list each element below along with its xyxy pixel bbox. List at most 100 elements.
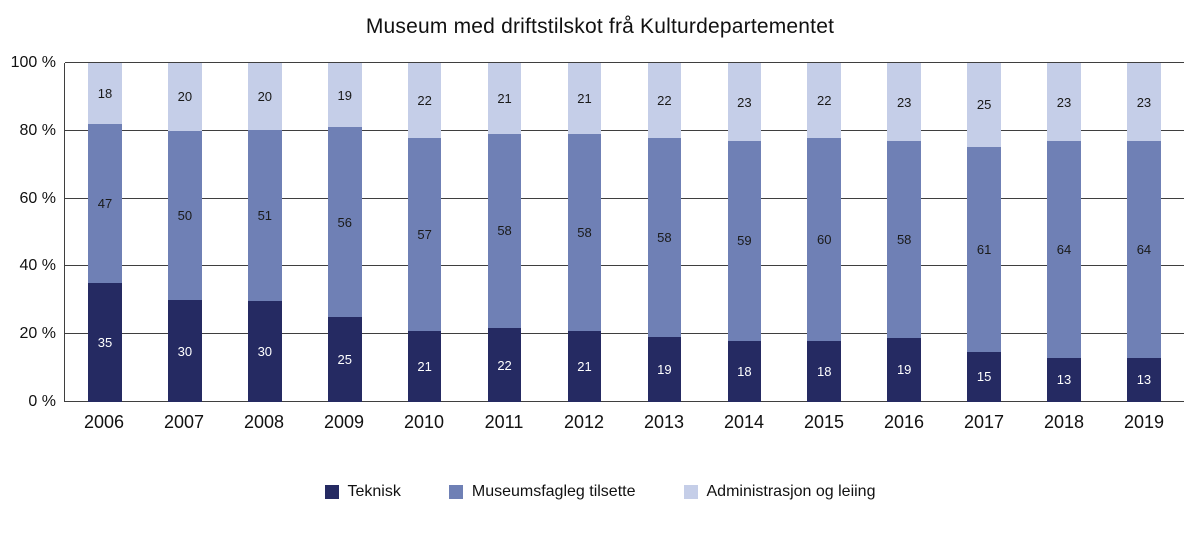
- y-tick-label: 80 %: [19, 121, 56, 139]
- x-axis: 2006 2007 2008 2009 2010 2011 2012 2013 2014 2015…: [64, 402, 1184, 433]
- legend-swatch: [448, 485, 463, 499]
- segment-value-label: 23: [1136, 94, 1152, 110]
- legend-item: Administrasjon og leiing: [683, 483, 875, 501]
- stacked-bar: 35 47 18: [88, 63, 122, 402]
- segment-administrasjon-og-leiing: 19: [327, 63, 362, 128]
- bars: 35 47 18 30 50 20 30 51 20 25 56 19 21 57 22 22 58 21 21 58…: [65, 63, 1184, 402]
- segment-value-label: 30: [257, 344, 273, 360]
- bar-column: 21 58 21: [545, 63, 625, 402]
- segment-teknisk: 35: [88, 283, 122, 402]
- segment-museumsfagleg-tilsette: 59: [727, 140, 762, 341]
- x-tick-label: 2012: [563, 412, 605, 432]
- segment-museumsfagleg-tilsette: 64: [1127, 140, 1161, 358]
- segment-teknisk: 19: [887, 337, 921, 402]
- x-tick-label: 2016: [883, 412, 925, 432]
- segment-administrasjon-og-leiing: 21: [487, 63, 522, 134]
- legend-label: Museumsfagleg tilsette: [471, 483, 636, 500]
- gridline: [65, 265, 1184, 267]
- y-tick-label: 60 %: [19, 189, 56, 207]
- segment-museumsfagleg-tilsette: 50: [168, 130, 202, 301]
- segment-value-label: 22: [417, 92, 432, 108]
- stacked-bar: 13 64 23: [1047, 63, 1081, 402]
- segment-value-label: 64: [1056, 241, 1072, 257]
- segment-administrasjon-og-leiing: 21: [567, 63, 602, 135]
- segment-value-label: 30: [177, 343, 193, 359]
- segment-value-label: 19: [337, 87, 352, 103]
- segment-administrasjon-og-leiing: 18: [88, 63, 122, 125]
- x-tick-label: 2009: [323, 412, 365, 432]
- segment-museumsfagleg-tilsette: 58: [887, 140, 921, 338]
- bar-column: 25 56 19: [305, 63, 385, 402]
- segment-administrasjon-og-leiing: 22: [807, 63, 842, 138]
- segment-administrasjon-og-leiing: 23: [1127, 63, 1161, 141]
- segment-administrasjon-og-leiing: 23: [887, 63, 921, 141]
- y-tick-label: 100 %: [10, 54, 56, 71]
- segment-administrasjon-og-leiing: 20: [168, 63, 202, 131]
- chart-area: 35 47 18 30 50 20 30 51 20 25 56 19 21 57 22 22 58 21 21 58…: [11, 54, 1184, 410]
- segment-museumsfagleg-tilsette: 64: [1047, 140, 1081, 358]
- segment-teknisk: 22: [487, 328, 522, 402]
- plot-area: 35 47 18 30 50 20 30 51 20 25 56 19 21 57 22 22 58 21 21 58…: [11, 54, 1184, 410]
- segment-administrasjon-og-leiing: 22: [407, 63, 442, 138]
- bar-column: 30 51 20: [225, 63, 305, 402]
- bar-column: 13 64 23: [1024, 63, 1104, 402]
- stacked-bar: 30 50 20: [168, 63, 202, 402]
- segment-value-label: 21: [497, 90, 512, 106]
- x-tick-label: 2019: [1123, 412, 1165, 432]
- segment-administrasjon-og-leiing: 23: [1047, 63, 1081, 141]
- legend-swatch: [324, 485, 339, 499]
- stacked-bar: 19 58 23: [887, 63, 921, 402]
- bar-column: 22 58 21: [465, 63, 545, 402]
- segment-value-label: 61: [976, 241, 992, 257]
- segment-museumsfagleg-tilsette: 58: [567, 134, 602, 331]
- segment-value-label: 22: [657, 93, 672, 109]
- stacked-bar: 13 64 23: [1127, 63, 1161, 402]
- x-tick-label: 2017: [963, 412, 1005, 432]
- segment-value-label: 58: [497, 223, 512, 239]
- stacked-bar: 25 56 19: [327, 63, 362, 402]
- segment-museumsfagleg-tilsette: 58: [487, 133, 522, 329]
- segment-value-label: 22: [497, 357, 512, 373]
- segment-museumsfagleg-tilsette: 60: [807, 137, 842, 341]
- y-tick-label: 0 %: [28, 393, 56, 410]
- segment-value-label: 21: [417, 358, 432, 374]
- segment-teknisk: 13: [1047, 357, 1081, 402]
- gridline: [65, 401, 1184, 402]
- segment-value-label: 20: [257, 89, 273, 105]
- stacked-bar: 22 58 21: [487, 63, 522, 402]
- legend: Teknisk Museumsfagleg tilsette Administras…: [0, 483, 1200, 501]
- segment-teknisk: 15: [967, 351, 1001, 402]
- segment-teknisk: 18: [807, 340, 842, 402]
- segment-value-label: 25: [976, 97, 992, 113]
- segment-teknisk: 25: [327, 317, 362, 402]
- segment-value-label: 18: [817, 363, 832, 379]
- x-tick-label: 2011: [484, 412, 524, 432]
- segment-administrasjon-og-leiing: 22: [647, 63, 682, 139]
- bar-column: 21 57 22: [385, 63, 465, 402]
- bar-column: 30 50 20: [145, 63, 225, 402]
- bar-column: 18 60 22: [784, 63, 864, 402]
- segment-value-label: 50: [177, 208, 193, 224]
- x-tick-label: 2007: [163, 412, 205, 432]
- segment-museumsfagleg-tilsette: 58: [647, 138, 682, 337]
- x-tick-label: 2015: [803, 412, 845, 432]
- segment-value-label: 21: [577, 91, 592, 107]
- segment-value-label: 58: [577, 225, 592, 240]
- segment-value-label: 57: [417, 226, 432, 242]
- segment-administrasjon-og-leiing: 23: [727, 63, 762, 141]
- segment-value-label: 60: [817, 231, 832, 247]
- segment-administrasjon-og-leiing: 20: [248, 63, 282, 131]
- bar-column: 19 58 22: [624, 63, 704, 402]
- legend-label: Teknisk: [347, 483, 401, 500]
- y-tick-label: 40 %: [19, 257, 56, 275]
- y-tick-label: 20 %: [19, 325, 56, 343]
- gridline: [65, 129, 1184, 131]
- segment-teknisk: 30: [248, 301, 282, 402]
- legend-item: Museumsfagleg tilsette: [448, 483, 636, 501]
- segment-value-label: 20: [177, 89, 193, 105]
- bar-column: 35 47 18: [65, 63, 145, 402]
- segment-value-label: 13: [1136, 372, 1152, 388]
- segment-value-label: 51: [257, 208, 273, 224]
- segment-teknisk: 19: [647, 336, 682, 402]
- segment-value-label: 58: [896, 231, 912, 247]
